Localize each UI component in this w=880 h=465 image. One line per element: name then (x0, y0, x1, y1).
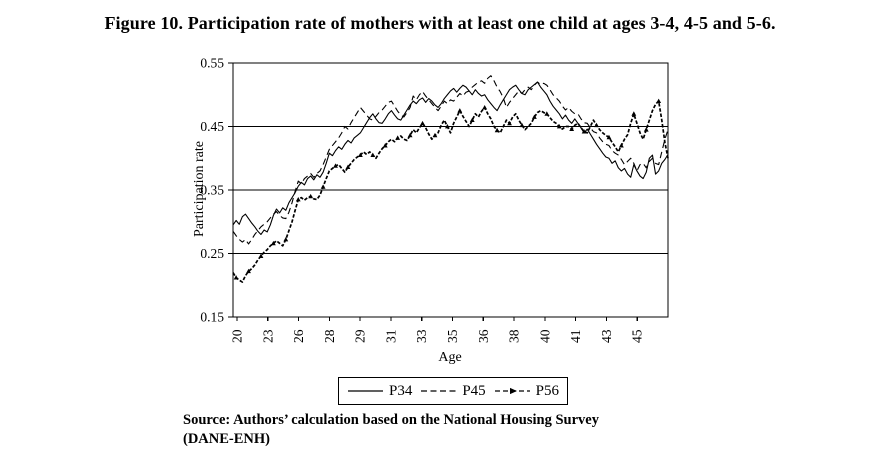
series-marker-P56 (531, 114, 537, 119)
legend-line-sample-dashed-icon (421, 390, 457, 392)
source-note-line-2: (DANE-ENH) (183, 431, 270, 448)
series-marker-P56 (407, 132, 413, 138)
legend-line-sample-dash-marker-icon (494, 387, 530, 395)
series-marker-P56 (258, 253, 264, 258)
series-marker-P56 (246, 268, 251, 274)
series-marker-P56 (507, 120, 512, 126)
legend-label: P45 (462, 382, 486, 399)
x-tick-label: 36 (476, 329, 491, 343)
legend-entry-P45: P45 (420, 382, 486, 400)
series-marker-P56 (345, 164, 351, 170)
x-tick-label: 20 (230, 329, 245, 343)
series-marker-P56 (643, 127, 649, 132)
series-marker-P56 (233, 275, 239, 280)
series-marker-P56 (395, 135, 401, 140)
y-tick-label: 0.35 (200, 183, 224, 198)
series-marker-P56 (420, 120, 425, 126)
series-line-P56 (232, 100, 669, 283)
y-tick-label: 0.25 (200, 246, 224, 261)
series-marker-P56 (457, 108, 463, 113)
series-marker-P56 (618, 143, 624, 148)
figure-title: Figure 10. Participation rate of mothers… (104, 13, 776, 33)
series-marker-P56 (444, 124, 450, 129)
source-note: Source: Authors’ calculation based on th… (183, 411, 683, 449)
series-marker-P56 (295, 197, 301, 202)
series-marker-P56 (631, 111, 637, 116)
series-marker-P56 (569, 126, 575, 131)
x-tick-label: 28 (322, 329, 337, 343)
series-marker-P56 (581, 129, 587, 134)
x-tick-label: 40 (537, 329, 552, 343)
series-marker-P56 (482, 104, 488, 110)
series-marker-P56 (308, 193, 314, 199)
series-marker-P56 (519, 122, 525, 128)
x-tick-label: 33 (414, 329, 429, 343)
series-line-P34 (232, 81, 669, 235)
legend-entry-P56: P56 (494, 383, 559, 400)
x-tick-label: 43 (599, 329, 614, 343)
series-marker-P56 (357, 152, 363, 157)
chart-legend: P34 P45 P56 (338, 377, 568, 405)
legend-entry-P34: P34 (347, 383, 412, 400)
x-tick-label: 31 (383, 330, 398, 344)
series-marker-P56 (270, 240, 276, 246)
x-axis-title: Age (438, 350, 461, 365)
series-marker-P56 (320, 184, 326, 189)
series-marker-P56 (656, 98, 662, 103)
series-marker-P56 (382, 143, 388, 148)
legend-label: P34 (388, 382, 413, 399)
series-marker-P56 (333, 163, 338, 168)
series-marker-P56 (469, 117, 475, 123)
y-tick-label: 0.45 (200, 119, 224, 134)
source-note-line-1: Source: Authors’ calculation based on th… (183, 412, 599, 428)
x-tick-label: 35 (445, 329, 460, 343)
chart-generated-content: 0.55 0.45 0.35 0.25 0.15 20 23 26 28 29 31 33 35 36 38… (200, 56, 669, 344)
line-chart: 0.55 0.45 0.35 0.25 0.15 20 23 26 28 29 31 33 35 36 38… (200, 56, 669, 365)
x-tick-label: 29 (353, 329, 368, 343)
series-marker-P56 (370, 152, 376, 157)
legend-line-sample-solid-icon (347, 390, 383, 392)
series-line-P45 (232, 75, 669, 245)
series-marker-P56 (556, 124, 562, 129)
series-marker-P56 (606, 134, 612, 140)
x-tick-label: 41 (568, 330, 583, 344)
series-marker-P56 (283, 237, 289, 242)
x-tick-label: 23 (260, 329, 275, 343)
series-marker-P56 (494, 127, 500, 133)
x-tick-label: 38 (507, 329, 522, 343)
y-tick-label: 0.55 (200, 56, 224, 71)
legend-label: P56 (535, 382, 560, 399)
series-marker-P56 (544, 111, 550, 116)
series-marker-P56 (594, 122, 599, 128)
x-tick-label: 45 (630, 329, 645, 343)
x-tick-label: 26 (291, 329, 306, 343)
series-marker-P56 (432, 132, 438, 138)
y-tick-label: 0.15 (200, 310, 224, 325)
